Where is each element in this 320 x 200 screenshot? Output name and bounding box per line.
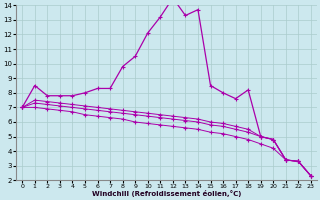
X-axis label: Windchill (Refroidissement éolien,°C): Windchill (Refroidissement éolien,°C)	[92, 190, 241, 197]
